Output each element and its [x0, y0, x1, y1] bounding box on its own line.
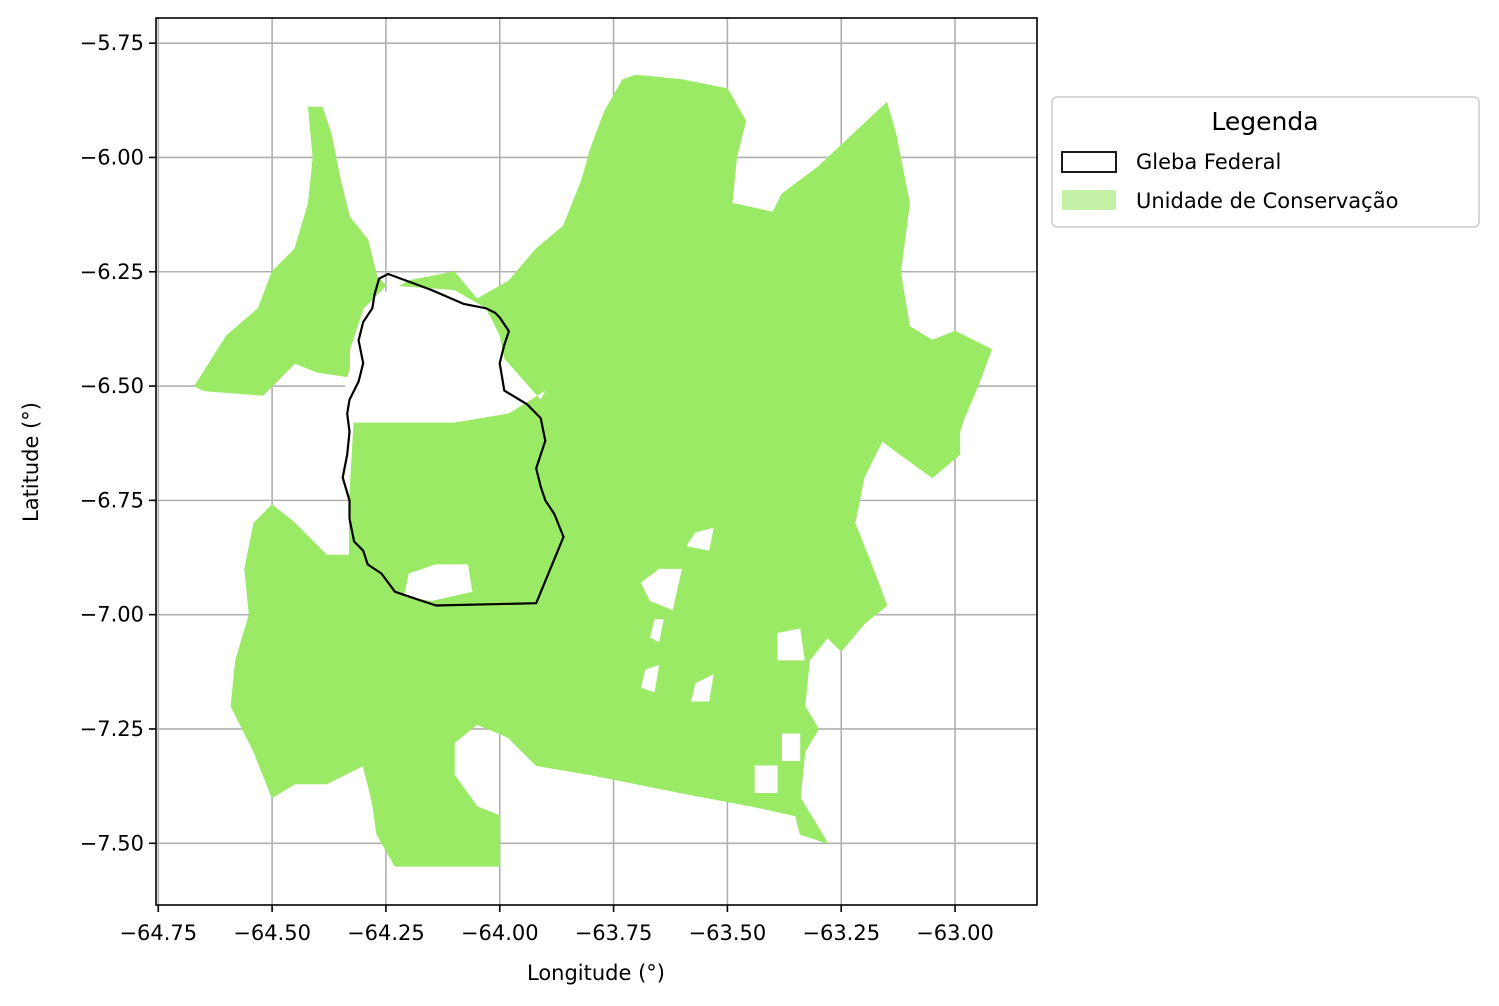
- x-tick-label: −64.75: [119, 921, 197, 945]
- y-tick-label: −6.25: [80, 260, 144, 284]
- legend-swatch-gleba: [1061, 151, 1117, 173]
- gleba-federal-outline: [341, 272, 565, 607]
- x-tick-label: −63.25: [802, 921, 880, 945]
- y-tick-label: −7.50: [80, 831, 144, 855]
- y-axis-ticks: −5.75 −6.00 −6.25 −6.50 −6.75 −7.00 −7.25 −7.50: [80, 31, 156, 855]
- y-tick-label: −6.75: [80, 488, 144, 512]
- x-tick-label: −64.00: [461, 921, 539, 945]
- y-tick-label: −6.50: [80, 374, 144, 398]
- conservation-gap-polygon: [691, 674, 714, 702]
- legend-label-conservation: Unidade de Conservação: [1136, 189, 1398, 213]
- x-tick-label: −63.50: [689, 921, 767, 945]
- x-tick-label: −63.75: [575, 921, 653, 945]
- conservation-unit-layer: [194, 74, 992, 867]
- conservation-gap-polygon: [782, 733, 801, 761]
- x-tick-label: −64.25: [347, 921, 425, 945]
- conservation-gap-polygon: [650, 619, 664, 643]
- legend-swatch-conservation: [1062, 190, 1116, 210]
- y-tick-label: −7.00: [80, 603, 144, 627]
- x-axis-label: Longitude (°): [527, 961, 665, 985]
- conservation-gap-polygon: [404, 564, 473, 601]
- conservation-gap-polygon: [344, 285, 546, 423]
- y-tick-label: −5.75: [80, 31, 144, 55]
- y-tick-label: −6.00: [80, 145, 144, 169]
- legend-frame: [1051, 96, 1480, 228]
- y-axis-label: Latitude (°): [19, 402, 43, 522]
- legend-title: Legenda: [1211, 107, 1318, 136]
- axes-frame: [155, 17, 1038, 906]
- conservation-gap-polygon: [686, 527, 714, 551]
- conservation-gap-polygon: [640, 665, 660, 693]
- gleba-federal-layer: [341, 272, 565, 607]
- conservation-gap-polygon: [640, 568, 682, 611]
- conservation-unit-polygon: [230, 74, 992, 867]
- legend-label-gleba: Gleba Federal: [1136, 150, 1281, 174]
- y-tick-label: −7.25: [80, 717, 144, 741]
- conservation-unit-polygon: [194, 106, 387, 396]
- plot-area: [155, 17, 1038, 906]
- conservation-gap-polygon: [777, 628, 805, 661]
- conservation-gap-polygon: [754, 765, 778, 793]
- x-tick-label: −64.50: [233, 921, 311, 945]
- x-axis-ticks: −64.75 −64.50 −64.25 −64.00 −63.75 −63.50 −63.…: [119, 905, 994, 945]
- legend: Legenda Gleba Federal Unidade de Conserv…: [1051, 96, 1480, 228]
- x-tick-label: −63.00: [916, 921, 994, 945]
